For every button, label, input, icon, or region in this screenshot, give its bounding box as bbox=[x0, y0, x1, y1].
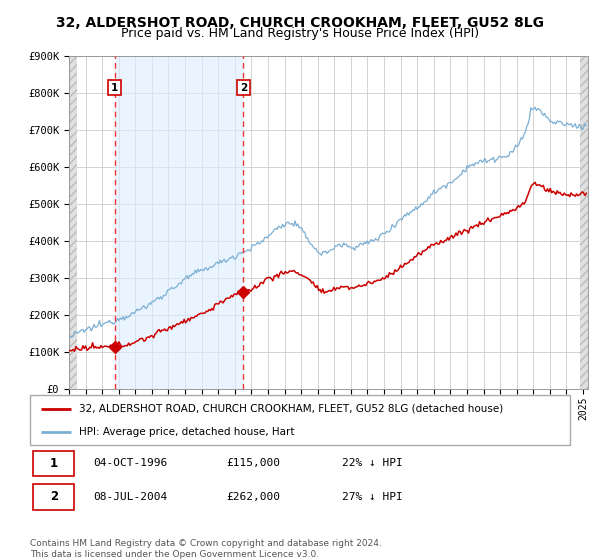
Text: 08-JUL-2004: 08-JUL-2004 bbox=[94, 492, 168, 502]
Text: 27% ↓ HPI: 27% ↓ HPI bbox=[342, 492, 403, 502]
Text: 2: 2 bbox=[240, 83, 247, 92]
Bar bbox=[115, 56, 244, 389]
Text: 1: 1 bbox=[50, 457, 58, 470]
Bar bbox=[580, 56, 588, 389]
Text: 22% ↓ HPI: 22% ↓ HPI bbox=[342, 459, 403, 469]
Text: 04-OCT-1996: 04-OCT-1996 bbox=[94, 459, 168, 469]
Text: Price paid vs. HM Land Registry's House Price Index (HPI): Price paid vs. HM Land Registry's House … bbox=[121, 27, 479, 40]
Text: 2: 2 bbox=[50, 491, 58, 503]
Text: 1: 1 bbox=[111, 83, 118, 92]
Text: £262,000: £262,000 bbox=[226, 492, 280, 502]
Text: 32, ALDERSHOT ROAD, CHURCH CROOKHAM, FLEET, GU52 8LG (detached house): 32, ALDERSHOT ROAD, CHURCH CROOKHAM, FLE… bbox=[79, 404, 503, 414]
Bar bbox=[69, 56, 77, 389]
FancyBboxPatch shape bbox=[33, 484, 74, 510]
Text: HPI: Average price, detached house, Hart: HPI: Average price, detached house, Hart bbox=[79, 427, 294, 437]
Text: 32, ALDERSHOT ROAD, CHURCH CROOKHAM, FLEET, GU52 8LG: 32, ALDERSHOT ROAD, CHURCH CROOKHAM, FLE… bbox=[56, 16, 544, 30]
Text: £115,000: £115,000 bbox=[226, 459, 280, 469]
FancyBboxPatch shape bbox=[33, 451, 74, 477]
Text: Contains HM Land Registry data © Crown copyright and database right 2024.
This d: Contains HM Land Registry data © Crown c… bbox=[30, 539, 382, 559]
